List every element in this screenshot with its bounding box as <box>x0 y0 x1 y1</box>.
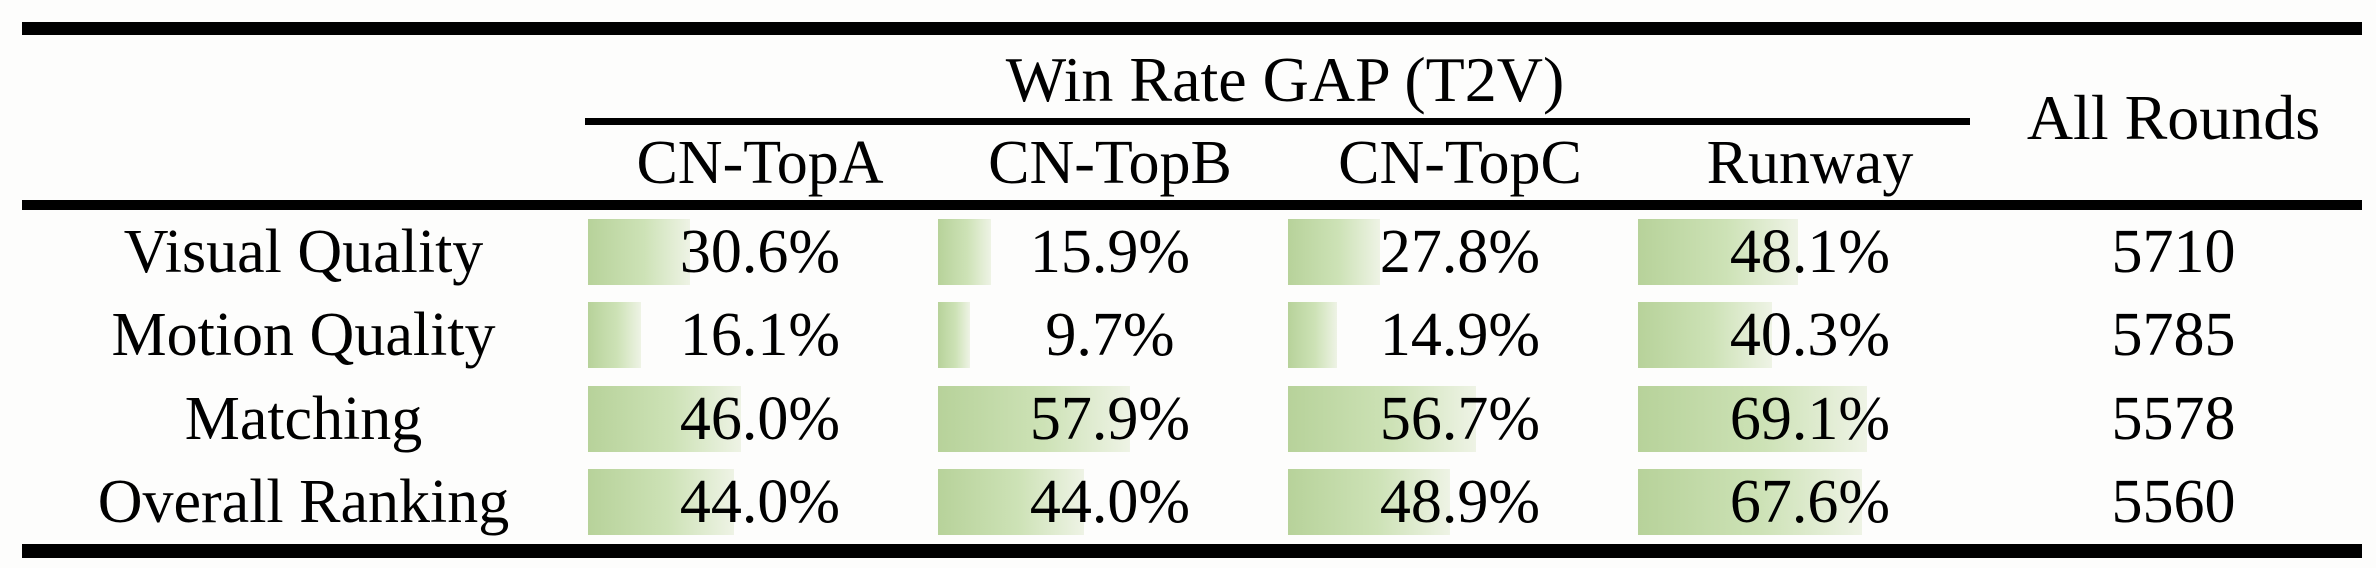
data-bar <box>1288 218 1381 285</box>
data-value: 16.1% <box>679 301 841 370</box>
column-header-cn-topa: CN-TopA <box>636 128 884 197</box>
data-bar <box>1288 302 1338 369</box>
top-rule <box>22 22 2362 35</box>
data-bar <box>588 218 690 285</box>
data-value: 30.6% <box>679 217 841 286</box>
data-cell: 15.9% <box>935 210 1285 294</box>
data-cell: 14.9% <box>1285 294 1635 378</box>
data-value: 56.7% <box>1379 384 1541 453</box>
data-bar <box>1638 302 1772 369</box>
row-label: Visual Quality <box>123 217 484 286</box>
data-bar <box>938 302 971 369</box>
data-bar <box>938 218 991 285</box>
data-bar <box>588 385 741 452</box>
all-rounds-value: 5785 <box>2111 301 2236 370</box>
data-cell: 44.0% <box>935 461 1285 545</box>
data-cell: 67.6% <box>1635 461 1985 545</box>
data-cell: 16.1% <box>585 294 935 378</box>
table-header: Win Rate GAP (T2V) All Rounds CN-TopA CN-… <box>22 35 2362 200</box>
data-bar <box>938 469 1085 536</box>
data-value: 44.0% <box>1029 468 1191 537</box>
data-cell: 9.7% <box>935 294 1285 378</box>
data-value: 15.9% <box>1029 217 1191 286</box>
column-header-runway: Runway <box>1706 128 1914 197</box>
table-row: Overall Ranking 44.0% 44.0% 48.9% 67.6% 5560 <box>22 461 2362 545</box>
data-cell: 30.6% <box>585 210 935 294</box>
data-value: 57.9% <box>1029 384 1191 453</box>
group-header-cell: Win Rate GAP (T2V) <box>1005 43 1565 115</box>
data-value: 9.7% <box>1045 301 1175 370</box>
data-bar <box>588 302 642 369</box>
all-rounds-value: 5710 <box>2111 217 2236 286</box>
data-value: 27.8% <box>1379 217 1541 286</box>
header-bottom-rule <box>22 200 2362 210</box>
results-table: Win Rate GAP (T2V) All Rounds CN-TopA CN-… <box>22 22 2362 558</box>
group-header-underline <box>585 118 1970 125</box>
data-value: 44.0% <box>679 468 841 537</box>
data-cell: 44.0% <box>585 461 935 545</box>
data-cell: 46.0% <box>585 377 935 461</box>
data-bar <box>1638 218 1798 285</box>
data-value: 46.0% <box>679 384 841 453</box>
table-row: Matching 46.0% 57.9% 56.7% 69.1% 5578 <box>22 377 2362 461</box>
data-bar <box>938 385 1131 452</box>
data-bar <box>1638 385 1868 452</box>
all-rounds-header: All Rounds <box>2026 81 2321 153</box>
data-value: 14.9% <box>1379 301 1541 370</box>
data-cell: 57.9% <box>935 377 1285 461</box>
column-header-cn-topb: CN-TopB <box>988 128 1232 197</box>
all-rounds-value: 5578 <box>2111 384 2236 453</box>
corner-cell <box>22 35 585 118</box>
data-bar <box>1638 469 1863 536</box>
bottom-rule <box>22 544 2362 558</box>
data-value: 69.1% <box>1729 384 1891 453</box>
all-rounds-value: 5560 <box>2111 468 2236 537</box>
data-cell: 56.7% <box>1285 377 1635 461</box>
data-bar <box>1288 469 1451 536</box>
table-body: Visual Quality 30.6% 15.9% 27.8% 48.1% 5710 Mo… <box>22 210 2362 544</box>
data-value: 48.9% <box>1379 468 1541 537</box>
row-label: Motion Quality <box>111 301 496 370</box>
row-label: Matching <box>184 384 423 453</box>
data-bar <box>588 469 735 536</box>
data-cell: 27.8% <box>1285 210 1635 294</box>
data-cell: 48.1% <box>1635 210 1985 294</box>
data-cell: 40.3% <box>1635 294 1985 378</box>
table-row: Visual Quality 30.6% 15.9% 27.8% 48.1% 5710 <box>22 210 2362 294</box>
data-value: 67.6% <box>1729 468 1891 537</box>
data-value: 48.1% <box>1729 217 1891 286</box>
data-value: 40.3% <box>1729 301 1891 370</box>
data-cell: 69.1% <box>1635 377 1985 461</box>
data-bar <box>1288 385 1477 452</box>
table-row: Motion Quality 16.1% 9.7% 14.9% 40.3% 5785 <box>22 294 2362 378</box>
data-cell: 48.9% <box>1285 461 1635 545</box>
row-label: Overall Ranking <box>97 468 510 537</box>
column-header-cn-topc: CN-TopC <box>1338 128 1582 197</box>
